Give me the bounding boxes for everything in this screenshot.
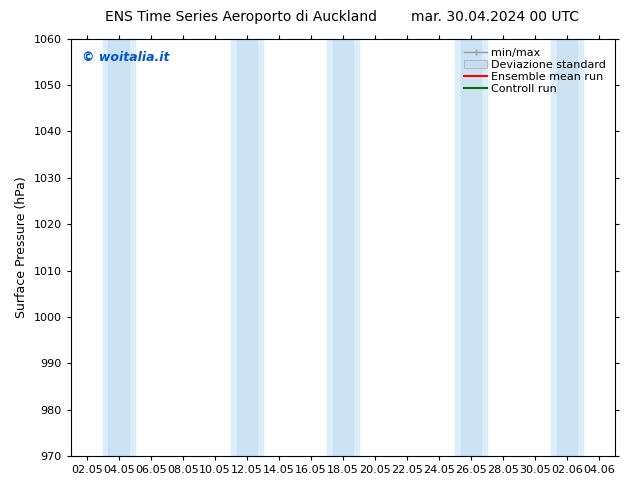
Y-axis label: Surface Pressure (hPa): Surface Pressure (hPa) xyxy=(15,176,28,318)
Bar xyxy=(455,39,487,456)
Bar xyxy=(551,39,583,456)
Text: ENS Time Series Aeroporto di Auckland: ENS Time Series Aeroporto di Auckland xyxy=(105,10,377,24)
Bar xyxy=(231,39,262,456)
Bar xyxy=(236,39,257,456)
Bar xyxy=(332,39,353,456)
Legend: min/max, Deviazione standard, Ensemble mean run, Controll run: min/max, Deviazione standard, Ensemble m… xyxy=(461,44,609,98)
Bar xyxy=(108,39,129,456)
Text: mar. 30.04.2024 00 UTC: mar. 30.04.2024 00 UTC xyxy=(411,10,578,24)
Bar xyxy=(460,39,481,456)
Bar xyxy=(557,39,577,456)
Bar xyxy=(103,39,134,456)
Text: © woitalia.it: © woitalia.it xyxy=(82,51,169,64)
Bar xyxy=(327,39,359,456)
